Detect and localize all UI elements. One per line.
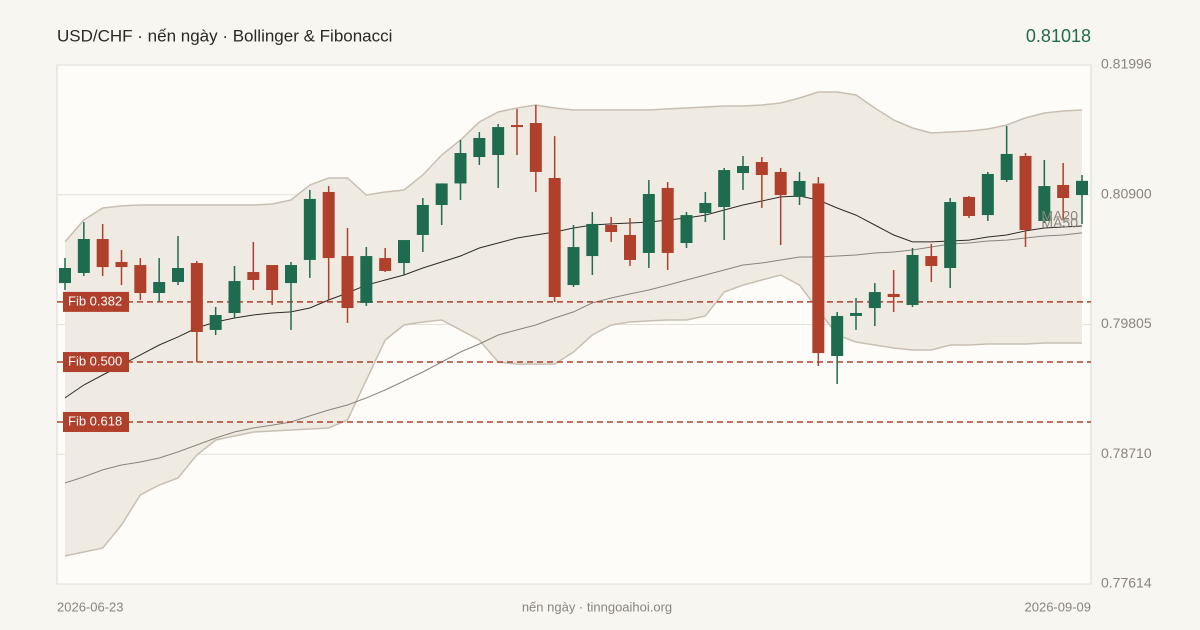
legend-label: MA20 <box>1041 208 1078 224</box>
candle-body <box>172 268 184 282</box>
candle-body <box>511 125 523 128</box>
candle-body <box>190 263 203 332</box>
bands <box>64 91 1083 557</box>
candle-body <box>435 183 448 205</box>
candle-body <box>285 265 297 284</box>
band-lower <box>64 274 1082 557</box>
candle-body <box>398 240 410 264</box>
candle-body <box>454 153 467 184</box>
candle-body <box>699 202 712 214</box>
candle-body <box>492 127 505 156</box>
candle-body <box>906 254 919 305</box>
fib-label: Fib 0.382 <box>68 293 122 308</box>
y-tick-label: 0.81996 <box>1101 56 1152 72</box>
candle-body <box>567 247 580 286</box>
y-tick-label: 0.79805 <box>1101 315 1152 331</box>
candle-body <box>115 261 128 268</box>
candle-body <box>360 256 373 303</box>
candle-body <box>642 193 655 253</box>
legend-label: MA50 <box>1041 215 1078 231</box>
candle-body <box>850 313 862 316</box>
candle-body <box>737 166 749 174</box>
candle-body <box>680 215 693 244</box>
candle-body <box>944 202 957 269</box>
candle-body <box>624 234 636 260</box>
candle-body <box>586 223 599 257</box>
candle-body <box>1038 186 1051 221</box>
candle-body <box>77 238 90 273</box>
fib-label: Fib 0.618 <box>68 413 122 428</box>
candle-body <box>887 293 900 298</box>
candle-body <box>1000 153 1013 181</box>
candles <box>59 105 1088 384</box>
candle-body <box>416 204 429 235</box>
candle-body <box>812 183 825 354</box>
y-tick-label: 0.78710 <box>1101 445 1152 461</box>
candle-body <box>1057 184 1070 199</box>
chart-title: USD/CHF · nến ngày · Bollinger & Fibonac… <box>57 26 392 45</box>
candle-body <box>59 268 71 284</box>
candle-body <box>247 272 260 280</box>
candle-body <box>209 315 222 330</box>
fib-label-box <box>63 352 129 373</box>
candle-body <box>473 137 486 158</box>
candle-body <box>303 198 316 260</box>
candle-body <box>96 238 109 268</box>
candle-body <box>266 265 279 291</box>
band-upper <box>64 91 1083 243</box>
candle-body <box>868 292 881 309</box>
fib-label-box <box>63 291 129 312</box>
candle-body <box>963 196 975 217</box>
last-price: 0.81018 <box>1026 26 1091 46</box>
fib-label-box <box>63 411 129 432</box>
candle-body <box>605 225 618 232</box>
fib-label: Fib 0.500 <box>68 353 122 368</box>
candle-body <box>134 265 147 293</box>
x-tick-label: 2026-06-23 <box>57 599 124 614</box>
y-tick-label: 0.77614 <box>1101 575 1152 591</box>
candle-body <box>793 180 806 197</box>
x-tick-label: 2026-09-09 <box>1025 599 1092 614</box>
candle-body <box>529 123 542 172</box>
band-fill <box>65 92 1082 556</box>
candle-body <box>831 315 844 357</box>
candle-body <box>322 191 335 259</box>
candle-body <box>1076 180 1088 196</box>
candle-body <box>341 256 354 309</box>
candle-body <box>661 187 674 253</box>
candle-body <box>718 170 731 208</box>
labels: 0.81996 0.80900 0.79805 0.78710 0.77614 MA20M… <box>63 56 1152 591</box>
source: nến ngày · tinngoaihoi.org <box>522 599 672 614</box>
candle-body <box>153 281 166 293</box>
candle-body <box>774 171 787 196</box>
candle-body <box>548 177 561 298</box>
candle-body <box>925 256 938 266</box>
candle-body <box>981 173 994 216</box>
candle-body <box>1019 155 1032 230</box>
candle-body <box>228 281 241 314</box>
candle-body <box>379 258 392 271</box>
y-tick-label: 0.80900 <box>1101 186 1152 202</box>
candle-body <box>755 162 768 176</box>
